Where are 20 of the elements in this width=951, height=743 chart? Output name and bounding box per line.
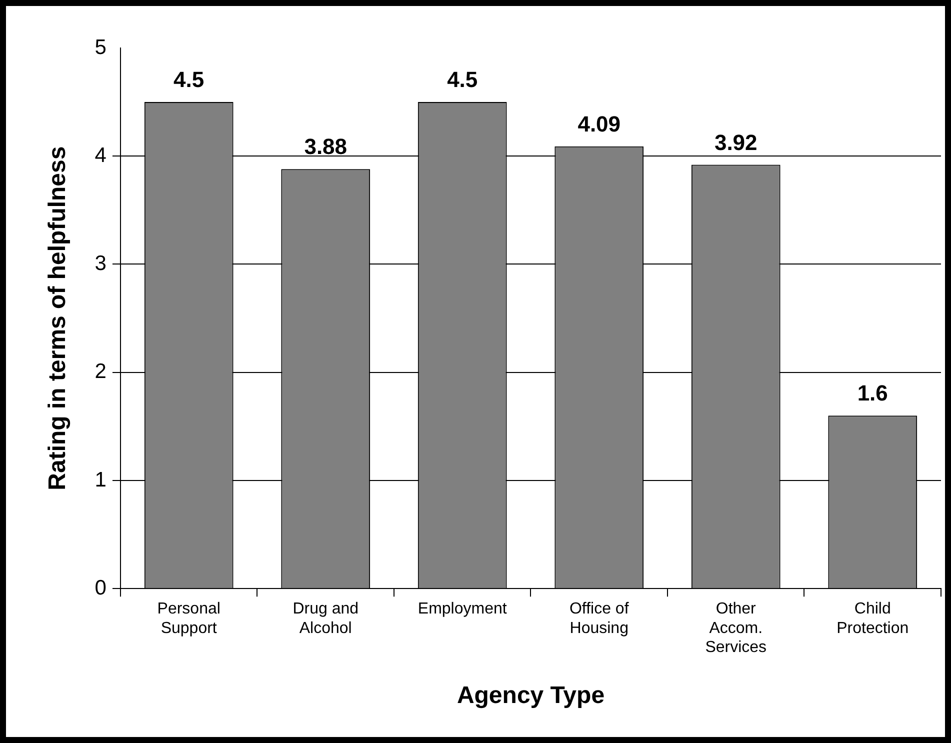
x-tick-label: Drug and Alcohol: [292, 600, 359, 637]
data-label: 3.92: [714, 130, 758, 155]
data-label: 1.6: [857, 380, 888, 406]
x-tick-label: Other Accom. Services: [705, 600, 767, 656]
y-tick-label: 4: [94, 144, 107, 167]
x-tick-label: Office of Housing: [569, 600, 630, 637]
y-axis-title: Rating in terms of helpfulness: [44, 146, 72, 490]
data-label: 4.09: [578, 111, 621, 136]
y-tick-label: 2: [94, 360, 106, 384]
y-tick-label: 5: [94, 36, 106, 59]
x-tick-label: Employment: [418, 600, 508, 618]
y-tick-label: 1: [94, 468, 106, 492]
x-tick-label: Child Protection: [836, 600, 909, 637]
x-tick-label: Personal Support: [157, 600, 220, 637]
data-label: 4.5: [174, 67, 204, 92]
data-label: 4.5: [447, 67, 478, 92]
data-label: 3.88: [304, 134, 348, 160]
y-tick-label: 3: [94, 252, 106, 276]
x-axis-title: Agency Type: [456, 682, 605, 710]
y-tick-label: 0: [94, 576, 106, 600]
